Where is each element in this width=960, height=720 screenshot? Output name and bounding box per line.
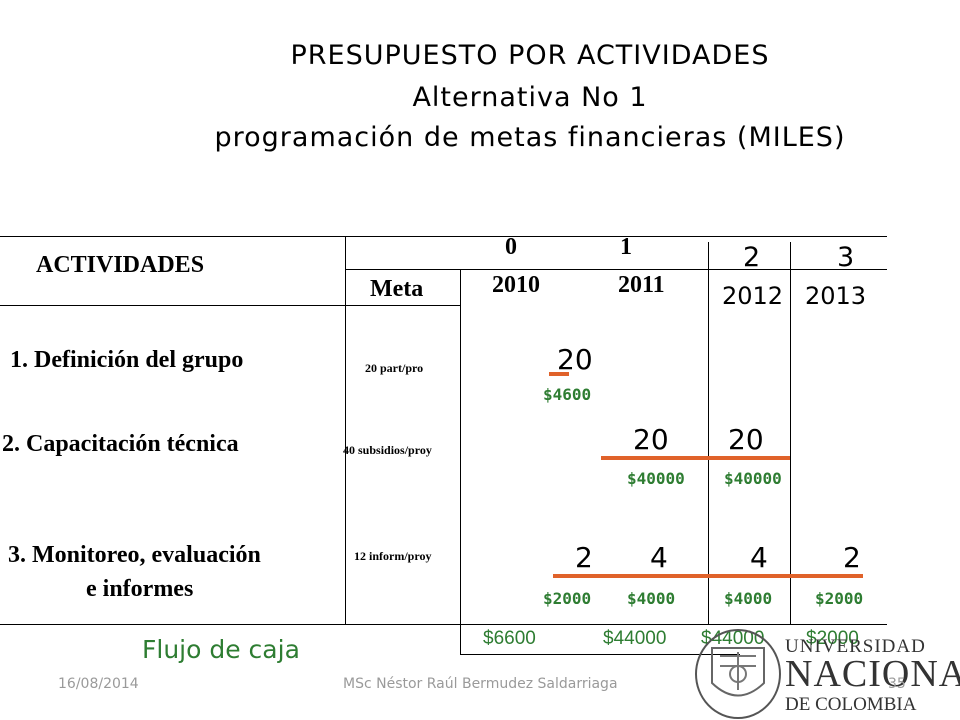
row-2-goal-1: 20 [633,423,669,456]
row-2-activity: 2. Capacitación técnica [2,431,239,457]
period-2013-line [790,242,791,624]
row-3-goal-3: 4 [750,541,768,574]
row-3-cost-2: $4000 [627,589,676,608]
row-2-cost-1: $40000 [627,469,685,488]
row-3-cost-3: $4000 [724,589,773,608]
row-1-cost-1: $4600 [543,385,592,404]
cash-flow-line [460,654,740,655]
row-1-activity: 1. Definición del grupo [10,347,244,373]
row-1-goal-1: 20 [557,343,593,376]
row-3-goal-4: 2 [843,541,861,574]
table-top-line [0,236,887,237]
footer-date: 16/08/2014 [58,676,139,692]
row-3-goal-2: 4 [650,541,668,574]
university-seal-icon [695,629,781,719]
footer-author: MSc Néstor Raúl Bermudez Saldarriaga [343,676,618,692]
row-3-cost-1: $2000 [543,589,592,608]
period-2012-line [708,242,709,624]
meta-column-line [345,236,346,624]
period-0-year: 2010 [492,272,540,298]
row-3-cost-4: $2000 [815,589,864,608]
title-line-1: PRESUPUESTO POR ACTIVIDADES [290,40,770,71]
row-1-bar [549,372,569,376]
period-0-index: 0 [505,234,517,260]
period-2-year: 2012 [722,282,784,310]
period-3-index: 3 [837,242,855,273]
row-2-bar [601,456,790,460]
header-underline [345,269,887,270]
header-activities: ACTIVIDADES [36,252,205,278]
cash-flow-label: Flujo de caja [142,635,300,664]
row-3-meta: 12 inform/proy [354,549,432,563]
header-bottom-line [0,305,460,306]
row-3-activity-line-2: e informes [86,576,194,602]
row-2-goal-2: 20 [728,423,764,456]
period-1-index: 1 [620,234,632,260]
title-line-2: Alternativa No 1 [412,82,648,113]
cash-flow-value-1: $6600 [483,628,536,649]
cash-flow-value-3: $44000 [701,628,765,649]
row-3-activity-line-1: 3. Monitoreo, evaluación [8,542,261,568]
period-3-year: 2013 [805,282,867,310]
logo-line-2: NACIONAL [785,653,960,695]
row-2-cost-2: $40000 [724,469,782,488]
row-3-goal-1: 2 [575,541,593,574]
period-1-year: 2011 [618,272,665,298]
footer-page: 35 [888,676,906,692]
logo-line-1: UNIVERSIDAD [785,636,926,657]
row-3-bar [553,574,863,578]
university-logo: UNIVERSIDAD NACIONAL DE COLOMBIA [690,628,960,720]
title-line-3: programación de metas financieras (MILES… [214,122,846,153]
table-bottom-line [0,624,887,625]
row-2-meta: 40 subsidios/proy [343,443,432,457]
cash-flow-value-2: $44000 [603,628,667,649]
period-column-line [460,269,461,655]
period-2-index: 2 [743,242,761,273]
header-meta: Meta [370,276,424,302]
cash-flow-value-4: $2000 [806,628,859,649]
row-1-meta: 20 part/pro [365,361,424,375]
logo-line-3: DE COLOMBIA [785,694,917,715]
